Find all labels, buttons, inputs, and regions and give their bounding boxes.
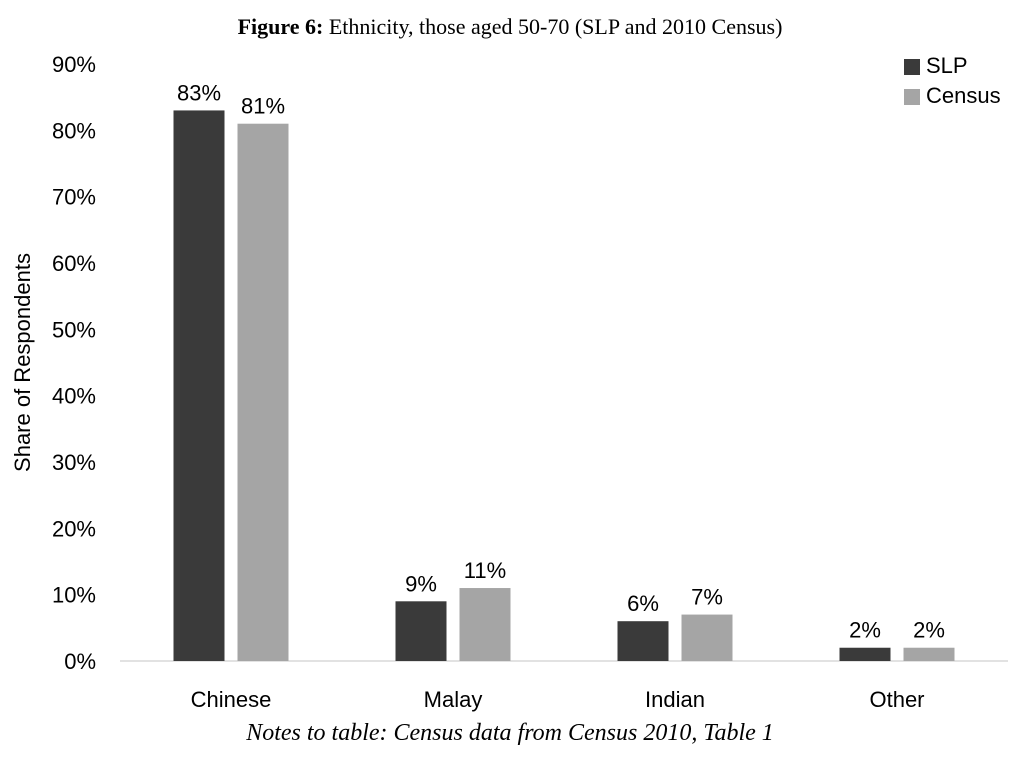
x-tick-label: Chinese xyxy=(191,687,272,712)
figure-title-text: Ethnicity, those aged 50-70 (SLP and 201… xyxy=(328,14,783,39)
y-tick-label: 50% xyxy=(52,317,96,342)
bar-slp xyxy=(617,621,669,661)
y-tick-label: 80% xyxy=(52,118,96,143)
data-label: 81% xyxy=(241,94,285,119)
bar-slp xyxy=(839,647,891,661)
legend-swatch xyxy=(904,89,920,105)
bar-census xyxy=(681,614,733,661)
y-tick-label: 70% xyxy=(52,185,96,210)
data-label: 83% xyxy=(177,80,221,105)
bar-census xyxy=(459,588,511,661)
data-label: 9% xyxy=(405,571,437,596)
y-tick-label: 60% xyxy=(52,251,96,276)
legend-label: Census xyxy=(926,83,1001,108)
x-tick-label: Malay xyxy=(424,687,483,712)
bar-slp xyxy=(173,110,225,661)
data-label: 2% xyxy=(913,618,945,643)
bar-census xyxy=(237,123,289,661)
x-tick-label: Indian xyxy=(645,687,705,712)
figure-title: Figure 6: Ethnicity, those aged 50-70 (S… xyxy=(0,14,1020,40)
legend-label: SLP xyxy=(926,53,968,78)
y-tick-label: 40% xyxy=(52,384,96,409)
data-label: 6% xyxy=(627,591,659,616)
y-axis-label: Share of Respondents xyxy=(10,253,35,472)
y-tick-label: 20% xyxy=(52,516,96,541)
data-label: 2% xyxy=(849,618,881,643)
figure-notes: Notes to table: Census data from Census … xyxy=(246,720,774,746)
bar-chart: 0% 10% 20% 30% 40% 50% 60% 70% 80% 90% Share of Re… xyxy=(10,52,1008,712)
y-tick-label: 0% xyxy=(64,649,96,674)
y-tick-label: 90% xyxy=(52,52,96,77)
data-label: 11% xyxy=(464,558,506,583)
x-tick-label: Other xyxy=(869,687,924,712)
y-tick-label: 10% xyxy=(52,583,96,608)
bar-slp xyxy=(395,601,447,661)
y-tick-label: 30% xyxy=(52,450,96,475)
figure-label: Figure 6: xyxy=(237,14,324,39)
legend-swatch xyxy=(904,59,920,75)
data-label: 7% xyxy=(691,585,723,610)
bar-census xyxy=(903,647,955,661)
